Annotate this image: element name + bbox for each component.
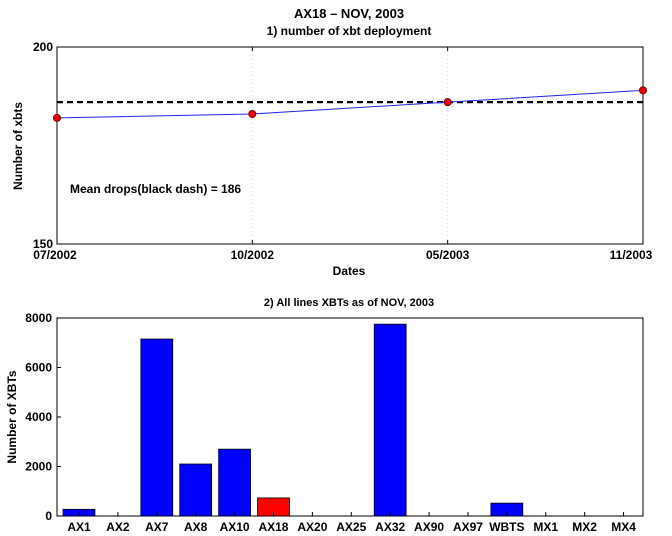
bar-chart: AX1 AX2 AX7 AX8 AX10 AX18 AX20 AX25 AX32 AX90 AX97… xyxy=(5,311,644,534)
category-label: AX25 xyxy=(336,520,366,534)
category-label: AX20 xyxy=(297,520,327,534)
category-label: AX90 xyxy=(414,520,444,534)
line-chart-x-label: Dates xyxy=(333,264,366,278)
bar xyxy=(140,338,174,517)
category-label: AX7 xyxy=(145,520,169,534)
line-chart: 07/2002 10/2002 05/2003 11/2003 150 200 Mean… xyxy=(11,40,653,278)
category-label: WBTS xyxy=(489,520,524,534)
mean-annotation: Mean drops(black dash) = 186 xyxy=(70,182,241,196)
line-chart-grid xyxy=(251,47,449,244)
bar-chart-y-label: Number of XBTs xyxy=(5,370,19,463)
bar-series xyxy=(62,323,524,517)
bar xyxy=(179,463,213,517)
category-label: AX8 xyxy=(184,520,208,534)
bar-chart-y-ticks: 0 2000 4000 6000 8000 xyxy=(25,311,61,523)
figure-title: AX18 – NOV, 2003 xyxy=(294,6,404,21)
y-tick-label: 0 xyxy=(45,509,52,523)
series-line xyxy=(56,89,644,119)
category-label: AX32 xyxy=(375,520,405,534)
category-label: MX1 xyxy=(533,520,558,534)
category-label: AX18 xyxy=(258,520,288,534)
data-point xyxy=(443,98,452,107)
data-point xyxy=(639,86,648,95)
x-tick-label: 11/2003 xyxy=(610,248,653,262)
y-tick-label: 200 xyxy=(33,40,53,54)
y-tick-label: 8000 xyxy=(25,311,52,325)
bar-chart-title: 2) All lines XBTs as of NOV, 2003 xyxy=(264,297,434,309)
bar xyxy=(373,323,407,517)
category-label: MX2 xyxy=(572,520,597,534)
line-chart-y-label: Number of xbts xyxy=(11,102,25,190)
y-tick-label: 2000 xyxy=(25,460,52,474)
category-label: AX2 xyxy=(106,520,130,534)
category-label: MX4 xyxy=(611,520,636,534)
y-tick-label: 6000 xyxy=(25,361,52,375)
line-chart-y-ticks: 150 200 xyxy=(33,40,53,251)
bar xyxy=(218,448,251,517)
data-point xyxy=(248,109,257,118)
x-tick-label: 07/2002 xyxy=(33,248,77,262)
x-tick-label: 10/2002 xyxy=(231,248,275,262)
line-chart-x-ticks: 07/2002 10/2002 05/2003 11/2003 xyxy=(33,47,653,262)
category-label: AX10 xyxy=(220,520,250,534)
line-chart-axes-box xyxy=(56,46,644,245)
y-tick-label: 4000 xyxy=(25,410,52,424)
line-series xyxy=(53,86,648,122)
bar-chart-x-ticks: AX1 AX2 AX7 AX8 AX10 AX18 AX20 AX25 AX32 AX90 AX97… xyxy=(67,512,636,534)
category-label: AX1 xyxy=(67,520,91,534)
category-label: AX97 xyxy=(453,520,483,534)
y-tick-label: 150 xyxy=(33,237,53,251)
data-point xyxy=(53,113,62,122)
x-tick-label: 05/2003 xyxy=(426,248,470,262)
line-chart-title: 1) number of xbt deployment xyxy=(267,24,432,38)
